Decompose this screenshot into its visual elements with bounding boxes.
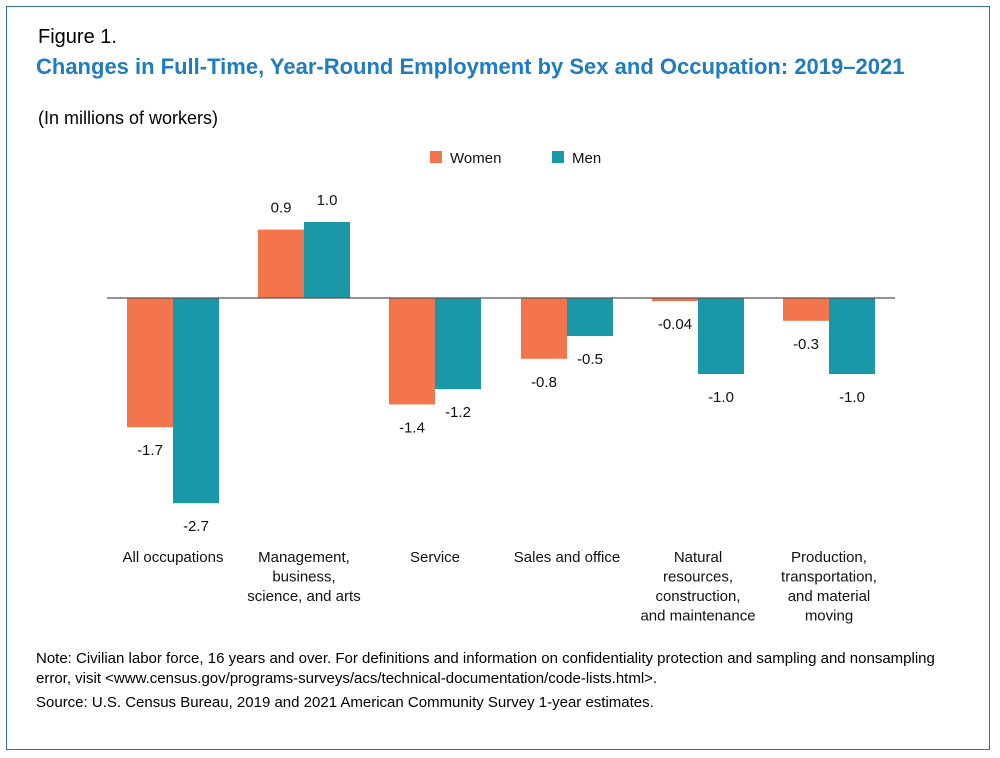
category-label-2: Service (410, 549, 460, 566)
category-label-4: Natural resources, construction, and mainte… (640, 549, 755, 625)
legend-label-women: Women (450, 150, 501, 167)
category-label-line: science, and arts (247, 588, 360, 605)
category-label-line: Management, (258, 549, 350, 566)
category-label-line: Service (410, 549, 460, 566)
bar-women-4 (652, 298, 698, 302)
category-label-line: Production, (791, 549, 867, 566)
data-label-women-2: -1.4 (399, 419, 425, 436)
bar-women-2 (389, 298, 435, 405)
chart-note: Note: Civilian labor force, 16 years and… (36, 650, 935, 687)
bar-men-1 (304, 222, 350, 298)
category-label-5: Production, transportation, and material mo… (781, 549, 877, 625)
category-label-line: Sales and office (514, 549, 620, 566)
chart-subtitle: (In millions of workers) (38, 108, 219, 128)
notes-block: Note: Civilian labor force, 16 years and… (36, 649, 956, 713)
figure-label: Figure 1. (38, 26, 117, 48)
bar-women-3 (521, 298, 567, 359)
data-label-women-3: -0.8 (531, 374, 557, 391)
data-label-men-0: -2.7 (183, 518, 209, 535)
data-label-men-3: -0.5 (577, 351, 603, 368)
category-label-line: moving (805, 608, 853, 625)
category-label-line: and maintenance (640, 608, 755, 625)
data-label-women-4: -0.04 (658, 316, 692, 333)
legend-label-men: Men (572, 150, 601, 167)
category-label-line: resources, (663, 569, 733, 586)
legend-item-women: Women (430, 150, 501, 167)
data-label-men-5: -1.0 (839, 389, 865, 406)
category-label-3: Sales and office (514, 549, 620, 566)
data-label-men-2: -1.2 (445, 404, 471, 421)
category-label-line: construction, (655, 588, 740, 605)
chart-source: Source: U.S. Census Bureau, 2019 and 202… (36, 694, 654, 711)
bar-women-0 (127, 298, 173, 428)
bar-men-3 (567, 298, 613, 336)
bar-women-5 (783, 298, 829, 321)
data-label-men-1: 1.0 (317, 192, 338, 209)
category-label-line: transportation, (781, 569, 877, 586)
data-label-women-0: -1.7 (137, 442, 163, 459)
bar-women-1 (258, 229, 304, 298)
data-label-men-4: -1.0 (708, 389, 734, 406)
bar-men-5 (829, 298, 875, 374)
bar-chart: Women Men -1.7 0.9 -1.4 -0.8 -0.04 -0.3 -2.7 1.0 -… (107, 150, 895, 625)
chart-title: Changes in Full-Time, Year-Round Employm… (36, 54, 905, 79)
data-label-women-1: 0.9 (271, 200, 292, 217)
category-label-line: Natural (674, 549, 722, 566)
bar-men-2 (435, 298, 481, 390)
legend-item-men: Men (552, 150, 601, 167)
figure-frame (6, 6, 990, 750)
category-label-1: Management, business, science, and arts (247, 549, 360, 605)
bar-men-0 (173, 298, 219, 504)
legend-swatch-women (430, 151, 442, 163)
category-label-0: All occupations (123, 549, 224, 566)
legend-swatch-men (552, 151, 564, 163)
category-label-line: and material (788, 588, 871, 605)
category-label-line: All occupations (123, 549, 224, 566)
category-label-line: business, (272, 569, 335, 586)
bar-men-4 (698, 298, 744, 374)
data-label-women-5: -0.3 (793, 336, 819, 353)
